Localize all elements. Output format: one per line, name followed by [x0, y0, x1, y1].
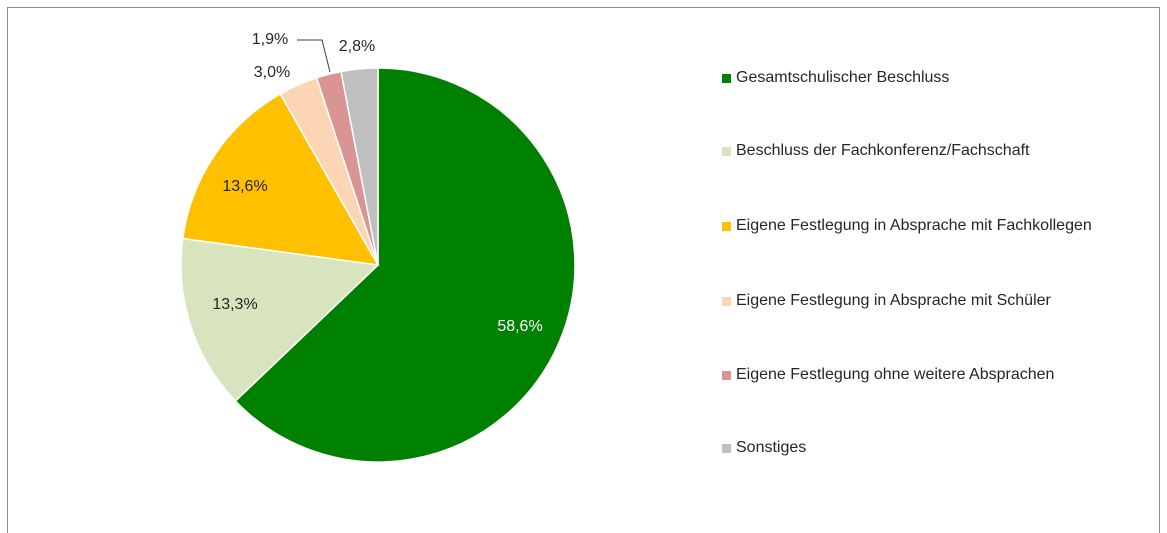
leader-line: [297, 39, 331, 73]
pie-slice: [340, 67, 379, 266]
data-label: 2,8%: [339, 38, 375, 55]
legend-marker: [722, 74, 731, 83]
legend-label: Eigene Festlegung ohne weitere Absprache…: [736, 366, 1055, 383]
legend-marker: [722, 444, 731, 453]
data-label: 58,6%: [497, 318, 542, 335]
frame: [7, 7, 1160, 533]
data-label: 13,3%: [212, 296, 257, 313]
legend-label: Eigene Festlegung in Absprache mit Fachk…: [736, 217, 1092, 234]
data-label: 3,0%: [254, 64, 290, 81]
pie-slice: [180, 237, 380, 403]
legend-label: Sonstiges: [736, 439, 807, 456]
pie-slice: [234, 67, 576, 463]
data-label: 1,9%: [252, 31, 288, 48]
pie-slice: [181, 92, 380, 266]
data-label: 13,6%: [222, 178, 267, 195]
legend-marker: [722, 147, 731, 156]
legend-marker: [722, 222, 731, 231]
legend-marker: [722, 297, 731, 306]
legend-label: Eigene Festlegung in Absprache mit Schül…: [736, 292, 1051, 309]
legend-marker: [722, 371, 731, 380]
legend-label: Beschluss der Fachkonferenz/Fachschaft: [736, 142, 1030, 159]
legend-label: Gesamtschulischer Beschluss: [736, 69, 950, 86]
